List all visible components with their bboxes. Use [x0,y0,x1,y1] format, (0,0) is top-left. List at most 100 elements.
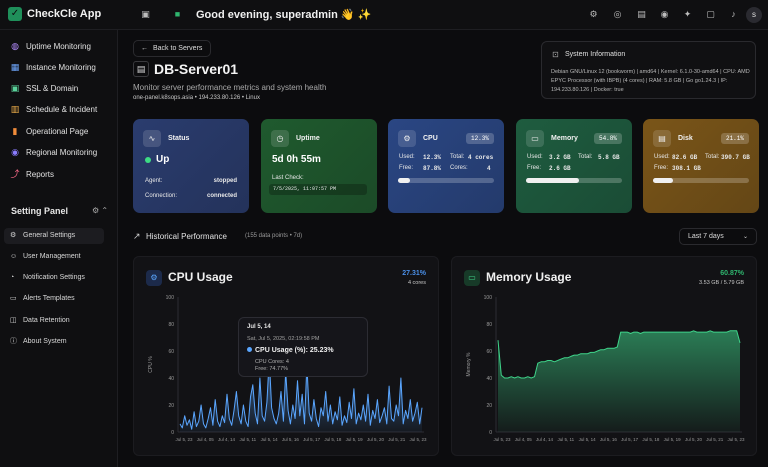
collapse-chevron-icon[interactable]: ⚙ ⌃ [92,206,109,215]
series-line [179,357,423,430]
x-tick-label: Jul 5, 18 [324,437,342,442]
system-information-panel: ⊡ System Information Debian GNU/Linux 12… [541,41,756,99]
y-tick-label: 40 [168,376,174,382]
sidebar-item-label: Reports [26,170,55,179]
sidebar-item-reports[interactable]: ⤴ Reports [0,165,118,183]
x-tick-label: Jul 4, 05 [197,437,215,442]
time-range-select[interactable]: Last 7 days ⌄ [679,228,757,245]
x-tick-label: Jul 5, 16 [282,437,300,442]
sidebar-item-uptime-monitoring[interactable]: ◍ Uptime Monitoring [0,37,118,55]
sidebar-item-ssl-domain[interactable]: ▣ SSL & Domain [0,79,118,97]
y-axis-label: CPU % [148,356,154,373]
chart-tooltip: Jul 5, 14 Sat, Jul 5, 2025, 02:19:58 PM … [238,317,368,377]
sidebar-item-schedule-incident[interactable]: ▥ Schedule & Incident [0,100,118,118]
disk-free-value: 308.1 GB [672,165,701,172]
gear-icon: ⚙ [10,232,17,239]
memory-usage-panel: ▭ Memory Usage 60.87% 3.53 GB / 5.79 GB … [451,256,757,456]
lock-icon: ▣ [10,83,20,93]
settings-item-label: About System [23,338,67,345]
cpu-badge: 12.3% [465,133,494,144]
sidebar-item-instance-monitoring[interactable]: ▦ Instance Monitoring [0,58,118,76]
x-tick-label: Jul 5, 19 [664,437,682,442]
pulse-icon: ∿ [143,130,161,147]
cpu-usage-chart[interactable]: 0 20 40 60 80 100 CPU % Jul 5, 23 Jul 4, 05 Jul 4… [134,257,440,457]
y-tick-label: 0 [171,430,174,436]
historical-performance-title: Historical Performance [146,232,227,241]
x-tick-label: Jul 5, 18 [642,437,660,442]
x-tick-label: Jul 5, 19 [346,437,364,442]
disk-used-label: Used: [654,154,670,160]
settings-item-user-management[interactable]: ☺ User Management [4,249,104,265]
x-tick-label: Jul 5, 11 [557,437,574,442]
cpu-chip-icon: ⚙ [398,130,416,147]
memory-free-value: 2.6 GB [549,165,571,172]
series-area [180,357,422,432]
cpu-total-value: 4 cores [468,154,494,161]
y-tick-label: 80 [168,322,174,328]
server-icon: ▦ [10,62,20,72]
sidebar-toggle-icon[interactable]: ▣ [141,9,150,19]
y-tick-label: 100 [166,295,175,301]
x-tick-label: Jul 5, 14 [579,437,597,442]
github-icon[interactable]: ◉ [660,9,669,19]
settings-item-about[interactable]: ⓘ About System [4,334,104,350]
status-value: Up [156,154,170,165]
x-tick-label: Jul 5, 17 [621,437,639,442]
bell-icon[interactable]: ♪ [731,9,736,19]
template-icon: ▭ [10,295,17,302]
memory-total-label: Total: [578,154,593,160]
disk-card: ▤ Disk 21.1% Used: 82.6 GB Total: 390.7 … [643,119,759,213]
settings-item-notification[interactable]: ◔ Notification Settings [4,270,104,286]
language-icon[interactable]: ◎ [613,9,622,19]
docs-icon[interactable]: ▤ [637,9,646,19]
tooltip-free: Free: 74.77% [255,366,289,372]
historical-performance-sub: (155 data points • 7d) [245,233,303,239]
greeting: Good evening, superadmin 👋 ✨ [196,9,372,21]
system-information-title: System Information [565,51,626,58]
y-tick-label: 60 [168,349,174,355]
agent-value: stopped [213,178,237,184]
settings-icon[interactable]: ⚙ [589,9,598,19]
cpu-cores-label: Cores: [450,165,468,171]
last-check-label: Last Check: [272,175,304,181]
bell-icon: ◔ [10,274,15,281]
time-range-value: Last 7 days [688,233,724,240]
cpu-card: ⚙ CPU 12.3% Used: 12.3% Total: 4 cores F… [388,119,504,213]
x-tick-label: Jul 5, 23 [727,437,745,442]
x-tick-label: Jul 5, 23 [175,437,193,442]
back-to-servers-button[interactable]: ← Back to Servers [133,40,211,57]
x-tick-label: Jul 5, 17 [303,437,321,442]
x-tick-label: Jul 5, 21 [388,437,406,442]
settings-item-general[interactable]: ⚙ General Settings [4,228,104,244]
memory-panel-sub: 3.53 GB / 5.79 GB [699,280,744,286]
host-info: one-panel.k8sops.asia • 194.233.80.126 •… [133,95,260,101]
server-icon: ▤ [133,61,149,77]
sidebar-item-regional-monitoring[interactable]: ◉ Regional Monitoring [0,143,118,161]
connection-value: connected [206,193,237,199]
last-check-value: 7/5/2025, 11:07:57 PM [269,184,367,195]
x-tick-label: Jul 4, 05 [515,437,533,442]
cpu-total-label: Total: [450,154,465,160]
cpu-chip-icon: ⚙ [146,270,162,286]
tooltip-series-label: CPU Usage (%): 25.23% [255,347,334,354]
chat-icon[interactable]: ▢ [706,9,715,19]
cpu-free-value: 87.8% [423,165,442,172]
sidebar-item-label: Instance Monitoring [26,63,96,72]
uptime-card-title: Uptime [296,135,320,142]
tooltip-cores: CPU Cores: 4 [255,359,289,365]
x-tick-label: Jul 5, 20 [685,437,703,442]
x-tick-label: Jul 5, 20 [367,437,385,442]
sidebar-item-label: Regional Monitoring [26,148,98,157]
clock-icon: ◷ [271,130,289,147]
y-tick-label: 40 [486,376,492,382]
settings-item-alerts-templates[interactable]: ▭ Alerts Templates [4,291,104,307]
sidebar-item-operational-page[interactable]: ▮ Operational Page [0,122,118,140]
uptime-card: ◷ Uptime 5d 0h 55m Last Check: 7/5/2025,… [261,119,377,213]
settings-item-data-retention[interactable]: ◫ Data Retention [4,313,104,329]
x-tick-label: Jul 5, 16 [600,437,618,442]
settings-item-label: Data Retention [23,317,70,324]
info-box-icon: ⊡ [552,50,559,59]
avatar[interactable]: s [746,7,762,23]
twitter-icon[interactable]: ✦ [683,9,692,19]
